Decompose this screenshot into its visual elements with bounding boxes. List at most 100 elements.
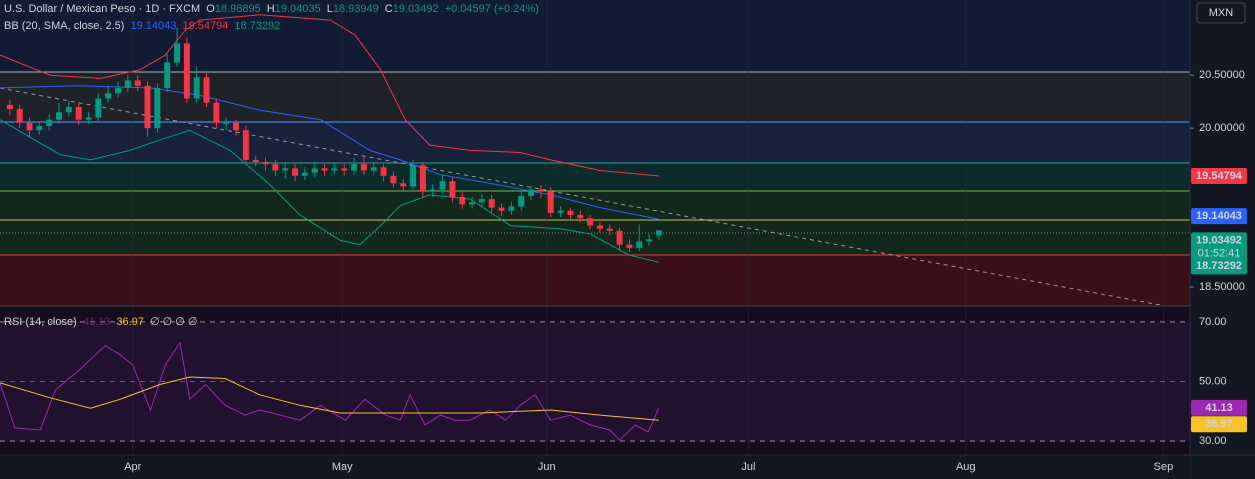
y-tick-label: 30.00 [1199,435,1227,447]
marks [0,14,662,441]
candle-body [154,87,161,129]
last-price-bg [1191,232,1247,262]
ohlc-letter: C [385,3,393,15]
candle-body [311,168,318,173]
y-tick-label: 70.00 [1199,316,1227,328]
candle-body [400,183,407,187]
zone [0,255,1190,305]
y-tick-label: 20.00000 [1199,122,1245,134]
indicator-line [0,119,660,263]
candle-body [508,206,515,211]
candle-body [655,230,662,236]
candle-body [567,210,574,215]
candle-body [124,80,131,88]
x-tick-label: Sep [1154,461,1174,473]
candle-body [292,168,299,176]
indicator-line [0,341,660,441]
candle-body [331,168,338,171]
x-tick-label: Jun [538,461,556,473]
candle-body [616,230,623,245]
indicator-name: BB (20, SMA, close, 2.5) [4,20,124,32]
indicator-value: 41.13 [83,316,111,328]
candle-body [351,164,358,171]
candle-body [85,117,92,120]
candle-body [410,165,417,187]
price-tag-bg [1191,258,1247,275]
candle-body [75,106,82,120]
candle-body [242,130,249,160]
currency: MXN [1209,7,1234,19]
price-tag: 19.14043 [1196,210,1242,222]
indicator-value: 18.73292 [234,20,280,32]
x-tick-label: Jul [741,461,755,473]
candle-body [341,168,348,171]
ohlc-letter: H [267,3,275,15]
candle-body [498,207,505,211]
candle-body [223,122,230,124]
price-tag: 18.73292 [1196,260,1242,272]
candle-body [577,214,584,219]
candle-body [174,43,181,63]
candle-body [193,77,200,99]
indicator-tag-bg [1191,416,1247,433]
candle-body [183,43,190,99]
indicator-tag: 36.97 [1205,418,1233,430]
candle-body [488,199,495,208]
symbol-title: U.S. Dollar / Mexican Peso · 1D · FXCM [4,3,200,15]
candle-body [95,98,102,118]
zone [0,191,1190,255]
candle-body [596,225,603,229]
zone [0,163,1190,191]
zone [0,0,1190,72]
candle-body [360,164,367,171]
candle-body [478,199,485,203]
candle-body [26,122,33,131]
candle-body [46,119,53,127]
time-axis [0,455,1190,479]
indicator-line [0,376,659,421]
y-tick-label: 18.50000 [1199,281,1245,293]
candle-body [557,210,564,213]
indicator-tag-bg [1191,399,1247,416]
candle-body [646,239,653,242]
indicator-tag: 41.13 [1205,402,1233,414]
indicator-legend: BB (20, SMA, close, 2.5) 19.14043 19.547… [4,20,280,32]
indicator-extra: ∅ ∅ ∅ ∅ [150,316,198,328]
zone [0,122,1190,163]
candle-body [636,241,643,248]
candle-body [390,175,397,184]
indicator-value: 36.97 [116,316,144,328]
y-tick-label: 20.50000 [1199,69,1245,81]
indicator-value: 19.14043 [131,20,177,32]
candle-body [469,202,476,205]
candle-body [262,162,269,165]
candle-body [380,167,387,176]
candle-body [587,218,594,226]
pane-separator [0,305,1255,307]
candle-body [164,62,171,88]
candle-body [65,106,72,113]
indicator-line [0,14,659,177]
countdown: 01:52:41 [1198,247,1241,259]
candle-body [518,195,525,207]
candle-body [203,77,210,103]
price-tag-bg [1191,168,1247,185]
candle-body [282,168,289,171]
candle-body [56,112,63,120]
indicator-name: RSI (14, close) [4,316,77,328]
candle-body [272,164,279,171]
candle-body [547,191,554,213]
indicator-value: 19.54794 [182,20,228,32]
candle-body [16,109,23,123]
labels: MXN U.S. Dollar / Mexican Peso · 1D · FX… [4,2,1247,473]
candle-body [606,228,613,231]
zone [0,72,1190,122]
x-tick-label: Aug [956,461,976,473]
candle-body [6,104,13,110]
candle-body [301,172,308,176]
last-price: 19.03492 [1196,234,1242,246]
x-tick-label: Apr [124,461,141,473]
candle-body [134,80,141,86]
candle-body [233,122,240,131]
